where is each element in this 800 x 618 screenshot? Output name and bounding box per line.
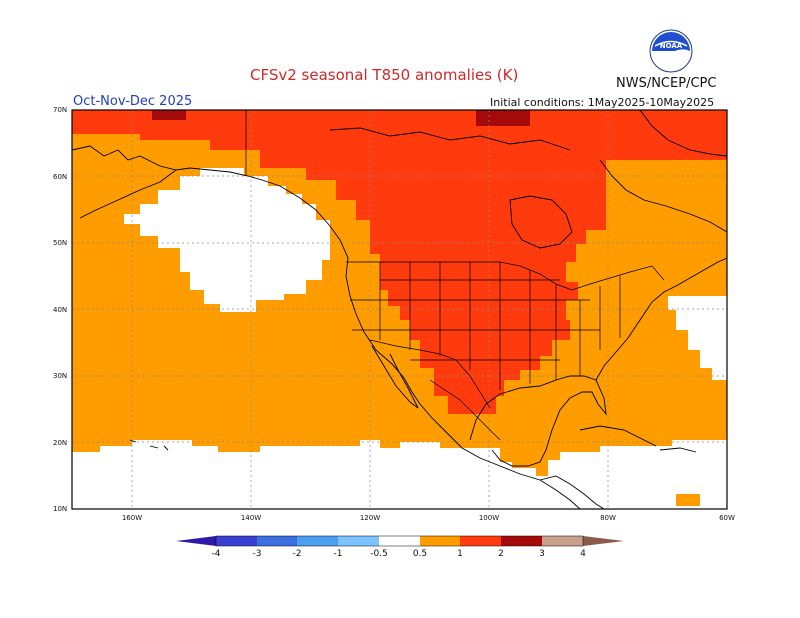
- colorbar-swatch-7: [460, 536, 501, 546]
- lon-label-100w: 100W: [479, 514, 499, 522]
- lat-label-50n: 50N: [53, 239, 67, 247]
- anomaly-region-caribbean: [676, 494, 700, 506]
- anomaly-region-2-3-west: [152, 110, 186, 120]
- no-anomaly-region-alaska: [124, 168, 330, 312]
- colorbar-swatch-9: [542, 536, 583, 546]
- lat-label-70n: 70N: [53, 106, 67, 114]
- state-borders: [350, 262, 621, 390]
- colorbar-swatch-6: [420, 536, 460, 546]
- no-anomaly-region-atlantic: [668, 296, 727, 380]
- colorbar-label-3: 3: [539, 549, 545, 559]
- colorbar-label-neg4: -4: [212, 549, 221, 559]
- colorbar-label-neg1: -1: [334, 549, 343, 559]
- colorbar-swatch-3: [297, 536, 338, 546]
- colorbar: -4 -3 -2 -1 -0.5 0.5 1 2 3 4: [176, 535, 624, 559]
- lat-label-20n: 20N: [53, 439, 67, 447]
- lon-label-120w: 120W: [360, 514, 380, 522]
- initial-conditions-label: Initial conditions: 1May2025-10May2025: [490, 96, 715, 109]
- colorbar-label-2: 2: [498, 549, 504, 559]
- coastline-hudson-bay: [509, 195, 573, 249]
- coastline-cuba: [579, 425, 657, 447]
- coastline-greenland: [639, 110, 727, 157]
- agency-label: NWS/NCEP/CPC: [616, 76, 717, 91]
- colorbar-label-neg3: -3: [253, 549, 262, 559]
- coastlines: [72, 110, 727, 509]
- lat-label-30n: 30N: [53, 372, 67, 380]
- lon-label-140w: 140W: [241, 514, 261, 522]
- lon-label-160w: 160W: [122, 514, 142, 522]
- coastline-baja: [371, 345, 419, 409]
- coastline-gulf-of-mexico: [469, 375, 607, 467]
- colorbar-arrow-high: [583, 536, 624, 546]
- border-us-canada: [346, 261, 665, 291]
- colorbar-swatch-8: [501, 536, 542, 546]
- coastline-alaska-westcoast: [72, 145, 581, 509]
- lon-labels: 160W 140W 120W 100W 80W 60W: [122, 514, 735, 522]
- colorbar-swatch-1: [216, 536, 257, 546]
- colorbar-swatch-4: [338, 536, 379, 546]
- colorbar-label-neg05: -0.5: [370, 549, 388, 559]
- lon-label-80w: 80W: [600, 514, 616, 522]
- colorbar-label-05: 0.5: [413, 549, 427, 559]
- colorbar-swatch-5: [379, 536, 420, 546]
- colorbar-outline: [215, 535, 584, 547]
- lat-labels: 70N 60N 50N 40N 30N 20N 10N: [53, 106, 67, 513]
- no-anomaly-region-tropics: [72, 440, 727, 509]
- coastline-hispaniola: [659, 447, 697, 453]
- coastline-aleutians: [79, 169, 177, 219]
- colorbar-label-1: 1: [457, 549, 463, 559]
- noaa-logo-icon: NOAA: [649, 29, 693, 73]
- coastline-central-america: [539, 475, 605, 509]
- colorbar-label-neg2: -2: [293, 549, 302, 559]
- lat-label-40n: 40N: [53, 306, 67, 314]
- coastline-labrador: [599, 159, 727, 233]
- border-mexico-interior: [429, 379, 501, 441]
- coastline-east: [595, 257, 727, 381]
- coastline-hawaii: [129, 439, 169, 451]
- season-label: Oct-Nov-Dec 2025: [73, 94, 193, 109]
- border-us-mexico: [369, 339, 491, 409]
- noaa-logo-text: NOAA: [660, 42, 683, 50]
- colorbar-arrow-low: [176, 536, 216, 546]
- lon-label-60w: 60W: [719, 514, 735, 522]
- lat-label-60n: 60N: [53, 173, 67, 181]
- coastline-arctic-islands: [329, 127, 571, 151]
- anomaly-region-2-3-arctic: [476, 110, 530, 126]
- colorbar-label-4: 4: [580, 549, 586, 559]
- political-borders: [245, 110, 665, 441]
- map-frame: [71, 109, 728, 510]
- colorbar-swatch-2: [257, 536, 297, 546]
- lat-label-10n: 10N: [53, 505, 67, 513]
- anomaly-shading: [72, 110, 727, 509]
- map-title: CFSv2 seasonal T850 anomalies (K): [250, 66, 519, 84]
